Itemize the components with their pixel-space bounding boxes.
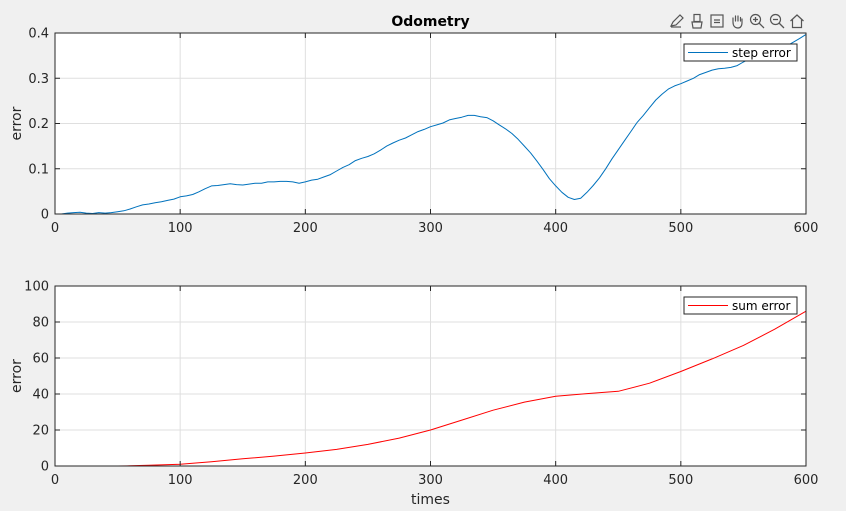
edit-icon[interactable] bbox=[668, 12, 686, 30]
x-tick-label: 200 bbox=[293, 221, 318, 236]
chart-2: 0 100 200 300 400 500 600 0 20 40 60 80 100 times erro… bbox=[9, 280, 818, 509]
x-tick-label: 100 bbox=[168, 473, 193, 488]
x-tick-label: 500 bbox=[668, 221, 693, 236]
x-tick-label: 100 bbox=[168, 221, 193, 236]
y-tick-label: 40 bbox=[32, 388, 49, 403]
series-line-step-error bbox=[61, 33, 807, 215]
x-tick-label: 600 bbox=[794, 473, 819, 488]
y-axis-label: error bbox=[9, 106, 25, 140]
y-tick-label: 0 bbox=[41, 208, 49, 223]
x-tick-label: 400 bbox=[543, 473, 568, 488]
data-tip-icon[interactable] bbox=[708, 12, 726, 30]
y-tick-label: 0.1 bbox=[28, 162, 49, 177]
chart-1: 0 100 200 300 400 500 600 0 0.1 0.2 0.3 0.4 Odometry… bbox=[9, 14, 818, 236]
x-tick-label: 300 bbox=[418, 221, 443, 236]
y-tick-label: 0.4 bbox=[28, 27, 49, 42]
x-tick-label: 200 bbox=[293, 473, 318, 488]
series-line-sum-error bbox=[55, 310, 807, 467]
y-tick-label: 20 bbox=[32, 424, 49, 439]
y-tick-label: 0.2 bbox=[28, 117, 49, 132]
zoom-in-icon[interactable] bbox=[748, 12, 766, 30]
legend-box bbox=[683, 296, 798, 315]
x-tick-label: 0 bbox=[51, 221, 59, 236]
legend-label: sum error bbox=[732, 299, 790, 313]
x-tick-label: 300 bbox=[418, 473, 443, 488]
y-tick-label: 60 bbox=[32, 352, 49, 367]
x-tick-label: 500 bbox=[668, 473, 693, 488]
home-icon[interactable] bbox=[788, 12, 806, 30]
y-axis-label: error bbox=[9, 359, 25, 393]
chart-title: Odometry bbox=[391, 14, 469, 30]
x-tick-label: 0 bbox=[51, 473, 59, 488]
x-tick-label: 600 bbox=[794, 221, 819, 236]
y-tick-label: 80 bbox=[32, 316, 49, 331]
legend-box bbox=[683, 43, 798, 62]
brush-icon[interactable] bbox=[688, 12, 706, 30]
y-tick-label: 100 bbox=[24, 280, 49, 295]
x-axis-label: times bbox=[411, 492, 450, 508]
y-tick-label: 0.3 bbox=[28, 72, 49, 87]
y-tick-label: 0 bbox=[41, 460, 49, 475]
zoom-out-icon[interactable] bbox=[768, 12, 786, 30]
legend-label: step error bbox=[732, 46, 791, 60]
axes-toolbar bbox=[668, 12, 806, 30]
pan-icon[interactable] bbox=[728, 12, 746, 30]
x-tick-label: 400 bbox=[543, 221, 568, 236]
